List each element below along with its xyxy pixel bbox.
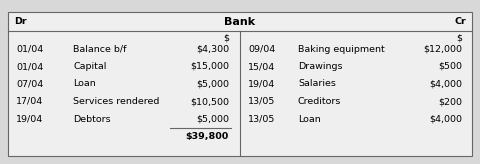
Text: 19/04: 19/04 — [248, 80, 275, 89]
Text: $4,300: $4,300 — [196, 44, 229, 53]
Text: Dr: Dr — [14, 18, 26, 27]
Text: 09/04: 09/04 — [248, 44, 275, 53]
Text: 13/05: 13/05 — [248, 97, 276, 106]
Text: $5,000: $5,000 — [196, 80, 229, 89]
Text: Salaries: Salaries — [298, 80, 336, 89]
Text: 01/04: 01/04 — [16, 62, 43, 71]
Text: 13/05: 13/05 — [248, 114, 276, 123]
Text: Loan: Loan — [298, 114, 321, 123]
Text: Bank: Bank — [225, 17, 255, 27]
Text: $39,800: $39,800 — [186, 133, 229, 142]
Text: Creditors: Creditors — [298, 97, 341, 106]
Text: $4,000: $4,000 — [429, 114, 462, 123]
Text: $: $ — [456, 33, 462, 42]
Text: Balance b/f: Balance b/f — [73, 44, 127, 53]
Text: $15,000: $15,000 — [190, 62, 229, 71]
Text: $12,000: $12,000 — [423, 44, 462, 53]
Text: $200: $200 — [438, 97, 462, 106]
Text: $500: $500 — [438, 62, 462, 71]
Text: 19/04: 19/04 — [16, 114, 43, 123]
Text: Baking equipment: Baking equipment — [298, 44, 385, 53]
Text: Debtors: Debtors — [73, 114, 110, 123]
Text: 15/04: 15/04 — [248, 62, 275, 71]
Text: Cr: Cr — [454, 18, 466, 27]
Text: $4,000: $4,000 — [429, 80, 462, 89]
Text: $10,500: $10,500 — [190, 97, 229, 106]
Text: Services rendered: Services rendered — [73, 97, 159, 106]
Text: $: $ — [223, 33, 229, 42]
Text: 07/04: 07/04 — [16, 80, 43, 89]
Text: 17/04: 17/04 — [16, 97, 43, 106]
Text: Loan: Loan — [73, 80, 96, 89]
Text: Drawings: Drawings — [298, 62, 343, 71]
Bar — [8, 12, 472, 156]
Text: 01/04: 01/04 — [16, 44, 43, 53]
Text: $5,000: $5,000 — [196, 114, 229, 123]
Text: Capital: Capital — [73, 62, 107, 71]
